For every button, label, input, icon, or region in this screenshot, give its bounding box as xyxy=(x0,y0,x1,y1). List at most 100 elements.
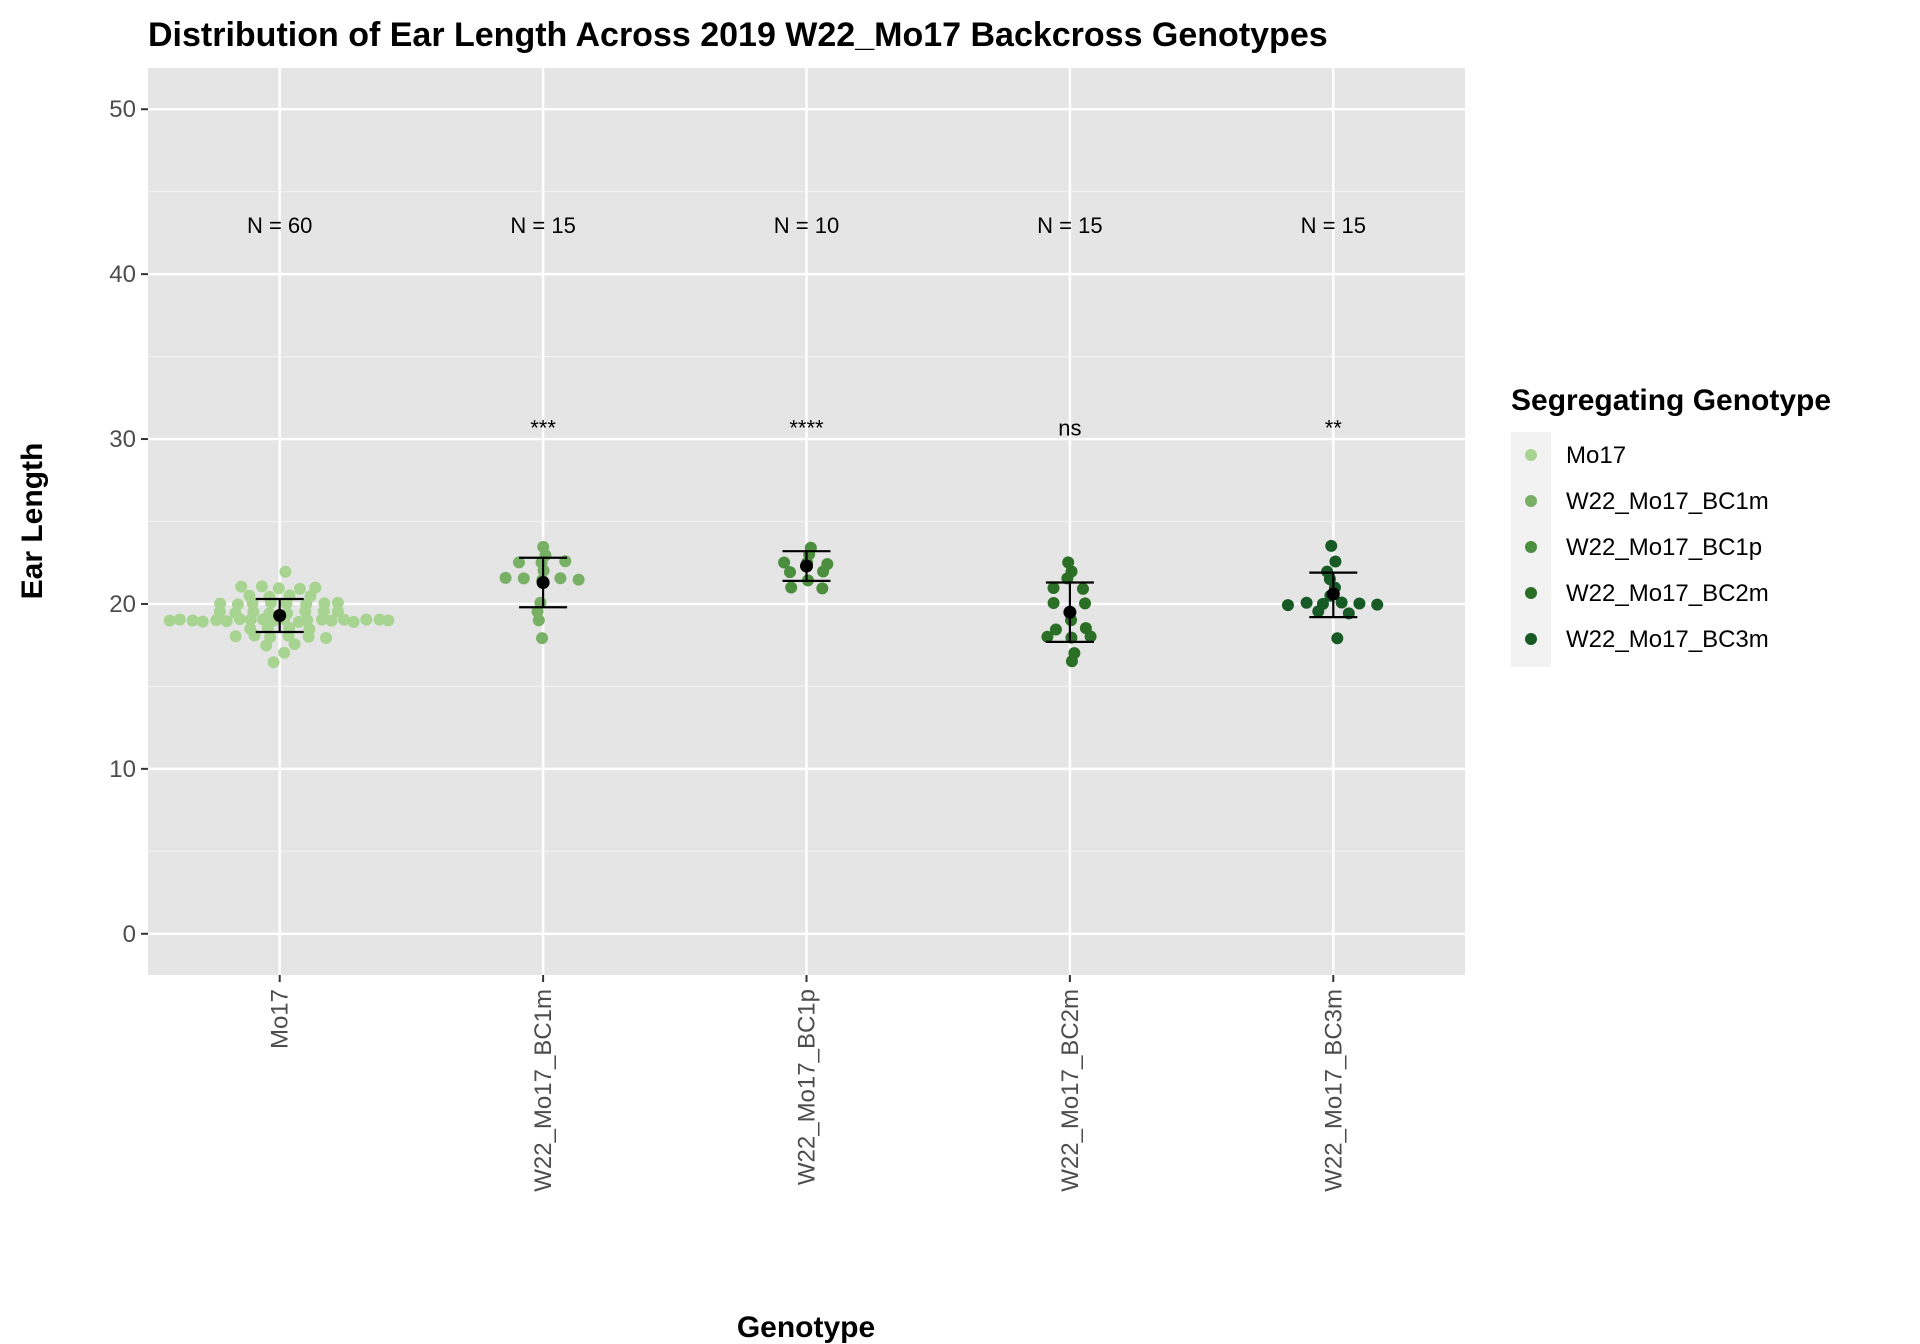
n-label: N = 15 xyxy=(1037,213,1102,238)
annotations: N = 60 N = 15 *** N = 10 **** N = 15 ns N = 15 *… xyxy=(247,213,1366,441)
summary-stats xyxy=(255,550,1358,643)
y-tick-label: 30 xyxy=(109,426,136,453)
data-point xyxy=(1329,555,1342,568)
data-point xyxy=(243,589,256,602)
data-point xyxy=(309,581,322,594)
data-point xyxy=(382,614,395,627)
data-point xyxy=(173,613,186,626)
data-point xyxy=(279,565,292,578)
mean-point xyxy=(536,576,550,590)
y-tick-label: 0 xyxy=(123,921,136,948)
y-axis: 0 10 20 30 40 50 xyxy=(109,96,148,948)
data-point xyxy=(1353,597,1366,610)
data-point xyxy=(1079,597,1092,610)
data-point xyxy=(1049,623,1062,636)
significance-label: ** xyxy=(1325,416,1343,441)
legend-key xyxy=(1525,587,1537,599)
data-point xyxy=(1076,582,1089,595)
data-point xyxy=(1371,598,1384,611)
x-tick-label: W22_Mo17_BC1p xyxy=(794,989,821,1185)
data-point xyxy=(1079,622,1092,635)
data-point xyxy=(1062,556,1075,569)
data-point xyxy=(278,646,291,659)
mean-point xyxy=(1326,587,1340,601)
x-tick-label: W22_Mo17_BC2m xyxy=(1057,989,1084,1192)
data-point xyxy=(816,582,829,595)
data-point xyxy=(532,614,545,627)
data-point xyxy=(778,556,791,569)
data-point xyxy=(1312,605,1325,618)
n-label: N = 60 xyxy=(247,213,312,238)
data-point xyxy=(263,607,276,620)
data-point xyxy=(196,615,209,628)
data-point xyxy=(331,605,344,618)
legend-key xyxy=(1525,541,1537,553)
data-point xyxy=(572,573,585,586)
data-point xyxy=(537,540,550,553)
y-tick-label: 50 xyxy=(109,96,136,123)
significance-label: **** xyxy=(789,416,824,441)
legend-label: W22_Mo17_BC1p xyxy=(1566,534,1762,561)
data-point xyxy=(517,572,530,585)
legend-key xyxy=(1525,633,1537,645)
data-points xyxy=(163,539,1384,669)
data-point xyxy=(267,656,280,669)
y-tick-label: 40 xyxy=(109,261,136,288)
y-tick-label: 20 xyxy=(109,591,136,618)
data-point xyxy=(1065,631,1078,644)
legend-title: Segregating Genotype xyxy=(1511,384,1831,417)
data-point xyxy=(235,580,248,593)
data-point xyxy=(163,614,176,627)
data-point xyxy=(1065,655,1078,668)
data-point xyxy=(288,638,301,651)
data-point xyxy=(1047,597,1060,610)
data-point xyxy=(347,615,360,628)
data-point xyxy=(214,597,227,610)
legend-label: W22_Mo17_BC1m xyxy=(1566,488,1769,515)
data-point xyxy=(373,613,386,626)
data-point xyxy=(255,580,268,593)
data-point xyxy=(229,630,242,643)
data-point xyxy=(1331,632,1344,645)
data-point xyxy=(231,598,244,611)
data-point xyxy=(302,630,315,643)
y-axis-title: Ear Length xyxy=(16,443,49,600)
significance-label: ns xyxy=(1058,416,1081,441)
data-point xyxy=(536,632,549,645)
y-tick-label: 10 xyxy=(109,756,136,783)
n-label: N = 15 xyxy=(510,213,575,238)
data-point xyxy=(512,556,525,569)
data-point xyxy=(785,581,798,594)
data-point xyxy=(320,631,333,644)
data-point xyxy=(220,615,233,628)
data-point xyxy=(783,566,796,579)
data-point xyxy=(360,613,373,626)
legend-label: W22_Mo17_BC3m xyxy=(1566,626,1769,653)
data-point xyxy=(247,605,260,618)
data-point xyxy=(272,582,285,595)
data-point xyxy=(1300,596,1313,609)
data-point xyxy=(1041,630,1054,643)
mean-point xyxy=(273,608,287,622)
legend-label: Mo17 xyxy=(1566,442,1626,469)
x-tick-label: W22_Mo17_BC1m xyxy=(530,989,557,1192)
data-point xyxy=(325,614,338,627)
n-label: N = 15 xyxy=(1301,213,1366,238)
legend-key xyxy=(1525,495,1537,507)
data-point xyxy=(1325,539,1338,552)
data-point xyxy=(293,582,306,595)
x-tick-label: Mo17 xyxy=(267,989,294,1049)
grid-lines xyxy=(148,68,1465,975)
x-axis-title: Genotype xyxy=(737,1311,875,1344)
legend-label: W22_Mo17_BC2m xyxy=(1566,580,1769,607)
data-point xyxy=(317,605,330,618)
x-tick-label: W22_Mo17_BC3m xyxy=(1320,989,1347,1192)
data-point xyxy=(554,572,567,585)
data-point xyxy=(1047,581,1060,594)
data-point xyxy=(338,613,351,626)
legend: Segregating Genotype Mo17 W22_Mo17_BC1m W2… xyxy=(1511,384,1831,667)
data-point xyxy=(821,558,834,571)
data-point xyxy=(186,614,199,627)
